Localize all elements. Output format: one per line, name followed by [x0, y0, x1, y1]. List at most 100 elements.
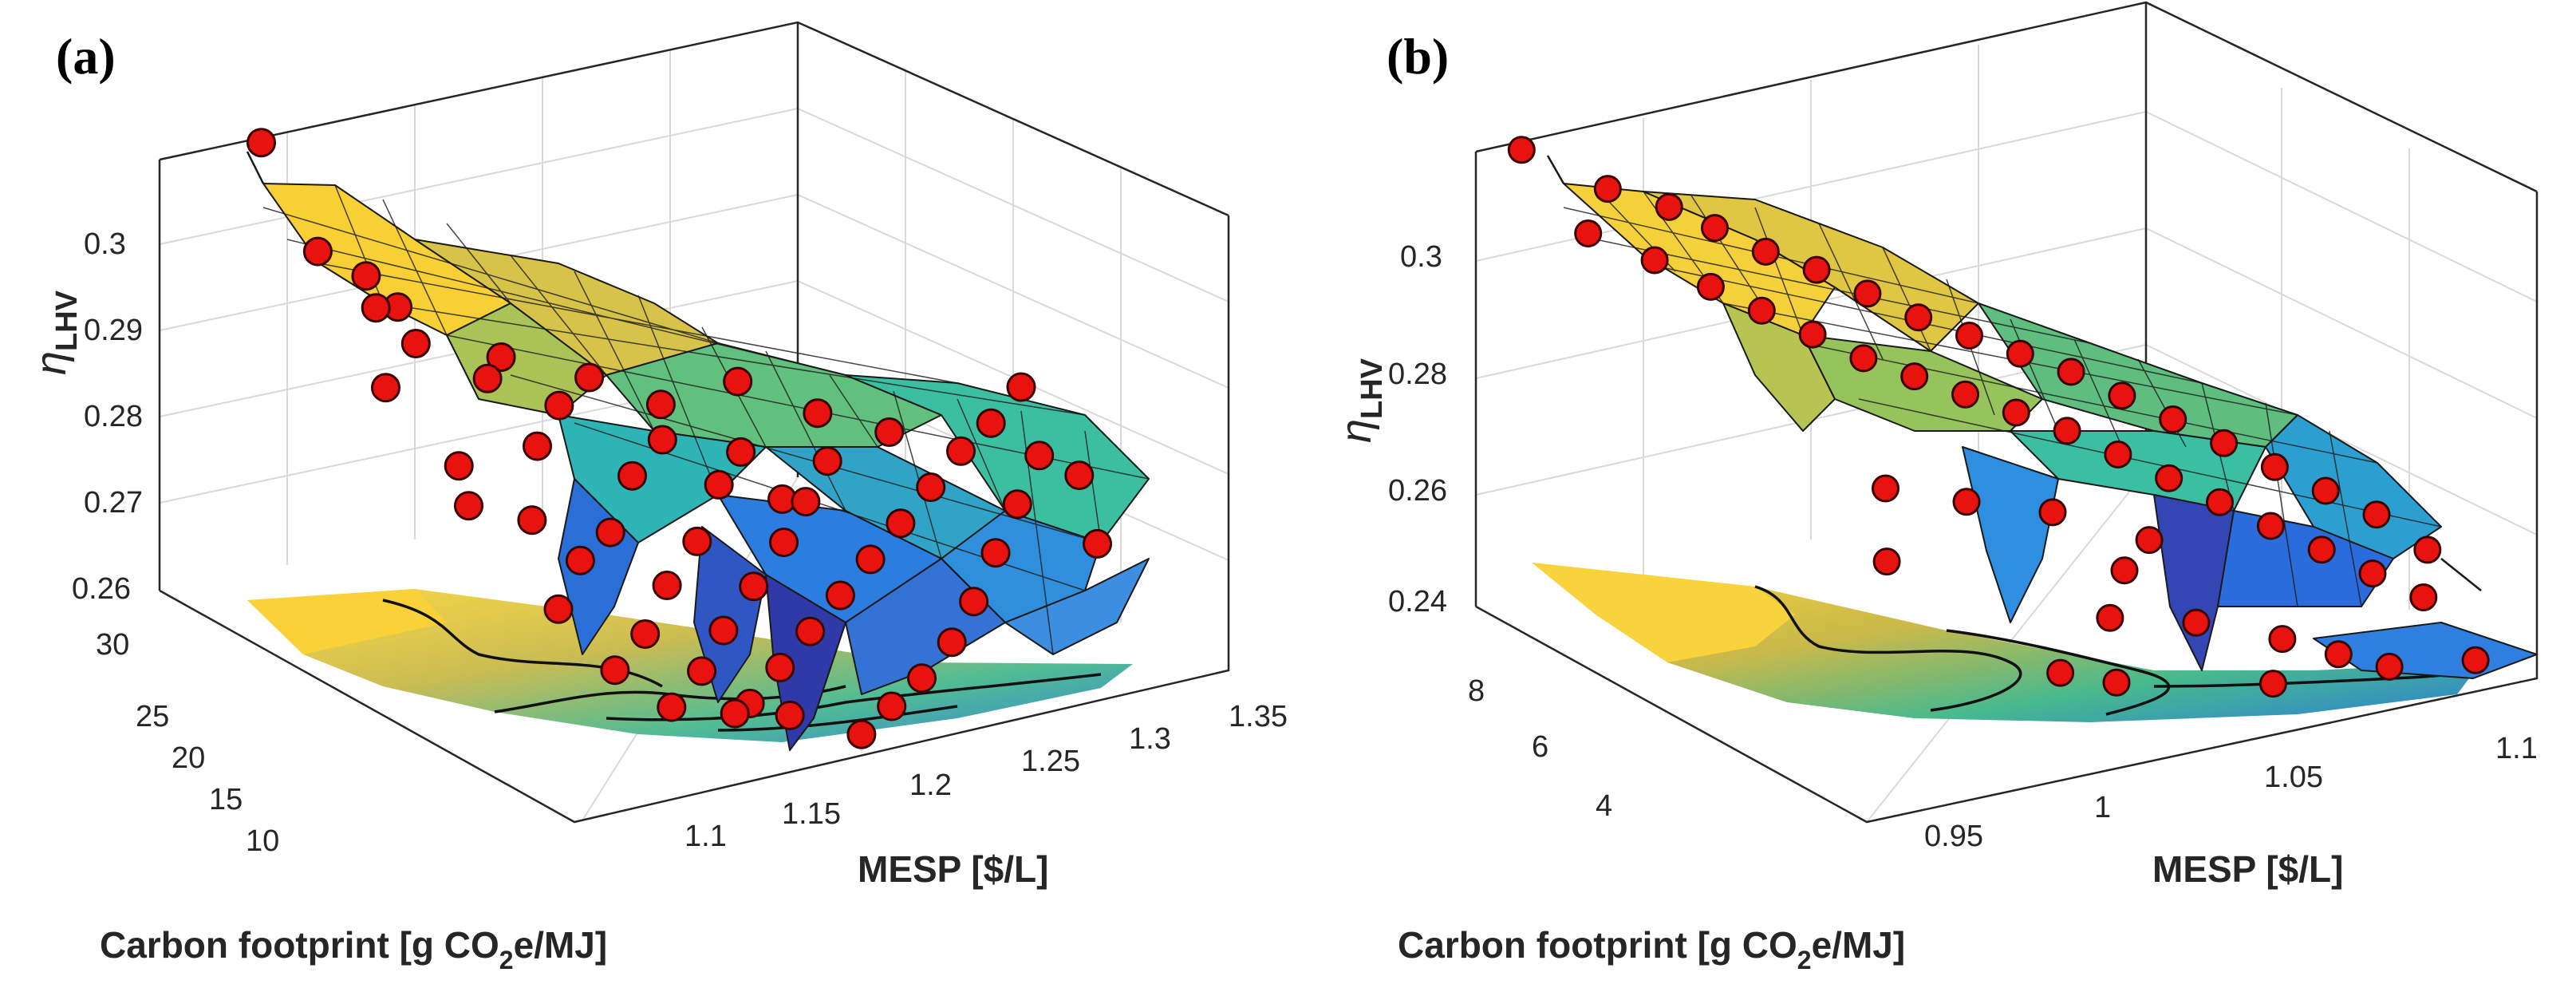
scatter-point: [2461, 646, 2490, 674]
scatter-point: [371, 373, 400, 403]
panel-a-xtick: 1.25: [1021, 745, 1080, 778]
scatter-point: [2135, 526, 2164, 555]
scatter-point: [704, 469, 734, 500]
scatter-point: [1655, 192, 1683, 221]
scatter-point: [791, 487, 821, 517]
scatter-point: [2104, 441, 2132, 468]
panel-a-x-ticks: 1.1 1.15 1.2 1.25 1.3 1.35: [684, 700, 1288, 853]
panel-a: (a): [27, 21, 1288, 974]
scatter-point: [1751, 237, 1780, 266]
panel-a-surface: [262, 183, 1150, 751]
scatter-point: [595, 517, 625, 547]
scatter-point: [976, 408, 1006, 438]
scatter-point: [1002, 489, 1032, 520]
scatter-point: [1064, 460, 1095, 491]
scatter-point: [544, 390, 574, 421]
scatter-point: [726, 437, 756, 467]
scatter-point: [2002, 398, 2030, 427]
scatter-point: [2102, 668, 2131, 697]
panel-a-ztick: 0.26: [72, 572, 131, 606]
scatter-point: [454, 491, 483, 521]
scatter-point: [769, 528, 799, 558]
scatter-point: [247, 128, 276, 158]
scatter-point: [907, 663, 937, 694]
scatter-point: [657, 692, 687, 722]
scatter-point: [543, 594, 574, 624]
scatter-point: [2268, 625, 2297, 654]
scatter-point: [874, 417, 905, 447]
scatter-point: [916, 472, 946, 502]
scatter-point: [574, 362, 605, 393]
scatter-point: [937, 627, 967, 658]
panel-b-ytick: 6: [1532, 730, 1548, 764]
panel-a-ytick: 10: [246, 824, 279, 858]
panel-a-surface-edge: [246, 151, 265, 184]
scatter-point: [2096, 603, 2124, 632]
scatter-point: [1006, 372, 1036, 402]
scatter-point: [2362, 500, 2391, 529]
panel-b-z-ticks: 0.3 0.28 0.26 0.24: [1388, 240, 1447, 619]
scatter-point: [517, 505, 547, 536]
scatter-point: [472, 363, 503, 393]
scatter-point: [2260, 453, 2289, 481]
scatter-point: [1024, 441, 1055, 471]
scatter-point: [2038, 498, 2067, 527]
scatter-point: [1593, 175, 1622, 204]
panel-b-y-ticks: 8 6 4: [1468, 674, 1612, 823]
panel-b-zlabel-sub: LHV: [1355, 358, 1389, 419]
scatter-point: [486, 342, 516, 372]
panel-b-ztick: 0.3: [1400, 240, 1442, 274]
scatter-point: [2324, 640, 2353, 669]
scatter-point: [1849, 344, 1878, 373]
scatter-point: [959, 587, 989, 617]
scatter-point: [682, 526, 712, 556]
panel-b-x-ticks: 0.95 1 1.05 1.1: [1924, 732, 2538, 853]
scatter-point: [2159, 405, 2187, 433]
panel-b: (b): [1332, 1, 2539, 974]
panel-a-ytick: 15: [209, 783, 243, 816]
panel-a-zlabel: ηLHV: [27, 290, 84, 375]
scatter-point: [302, 236, 333, 267]
panel-b-ylabel-sub: 2: [1797, 946, 1812, 974]
scatter-point: [1900, 362, 1929, 391]
panel-a-ytick: 30: [96, 628, 129, 662]
panel-b-ztick: 0.28: [1388, 358, 1447, 391]
scatter-point: [1507, 136, 1536, 164]
panel-a-ylabel-tail: e/MJ]: [514, 924, 608, 966]
scatter-point: [2311, 476, 2340, 505]
panel-a-xtick: 1.2: [909, 769, 952, 802]
scatter-point: [600, 655, 630, 686]
scatter-point: [361, 293, 391, 323]
scatter-point: [2375, 652, 2404, 681]
panel-a-floor-region-high: [247, 589, 447, 654]
scatter-point: [2182, 608, 2211, 637]
panel-b-zlabel: ηLHV: [1332, 358, 1389, 443]
scatter-point: [1701, 214, 1729, 243]
scatter-point: [1802, 255, 1831, 284]
scatter-point: [877, 691, 907, 721]
scatter-point: [652, 571, 682, 600]
scatter-point: [647, 425, 677, 455]
panel-b-surface-edge: [1546, 155, 1565, 184]
scatter-point: [2006, 339, 2034, 368]
scatter-point: [2307, 536, 2336, 564]
scatter-point: [523, 431, 552, 461]
scatter-point: [645, 389, 676, 420]
panel-a-ztick: 0.27: [84, 486, 143, 520]
panel-a-xtick: 1.1: [684, 820, 727, 853]
panel-a-y-ticks: 30 25 20 15 10: [96, 628, 279, 858]
panel-a-ztick: 0.3: [84, 227, 126, 261]
scatter-point: [1955, 322, 1983, 350]
scatter-point: [1696, 272, 1725, 301]
panel-b-xtick: 1.1: [2495, 732, 2538, 765]
scatter-point: [855, 544, 886, 575]
scatter-point: [1640, 246, 1669, 275]
scatter-point: [351, 261, 381, 291]
panel-a-xlabel: MESP [$/L]: [858, 848, 1048, 890]
panel-b-ztick: 0.24: [1388, 585, 1447, 619]
scatter-point: [886, 508, 916, 539]
panel-b-ytick: 8: [1468, 674, 1485, 708]
scatter-point: [775, 700, 805, 730]
scatter-point: [723, 366, 753, 397]
